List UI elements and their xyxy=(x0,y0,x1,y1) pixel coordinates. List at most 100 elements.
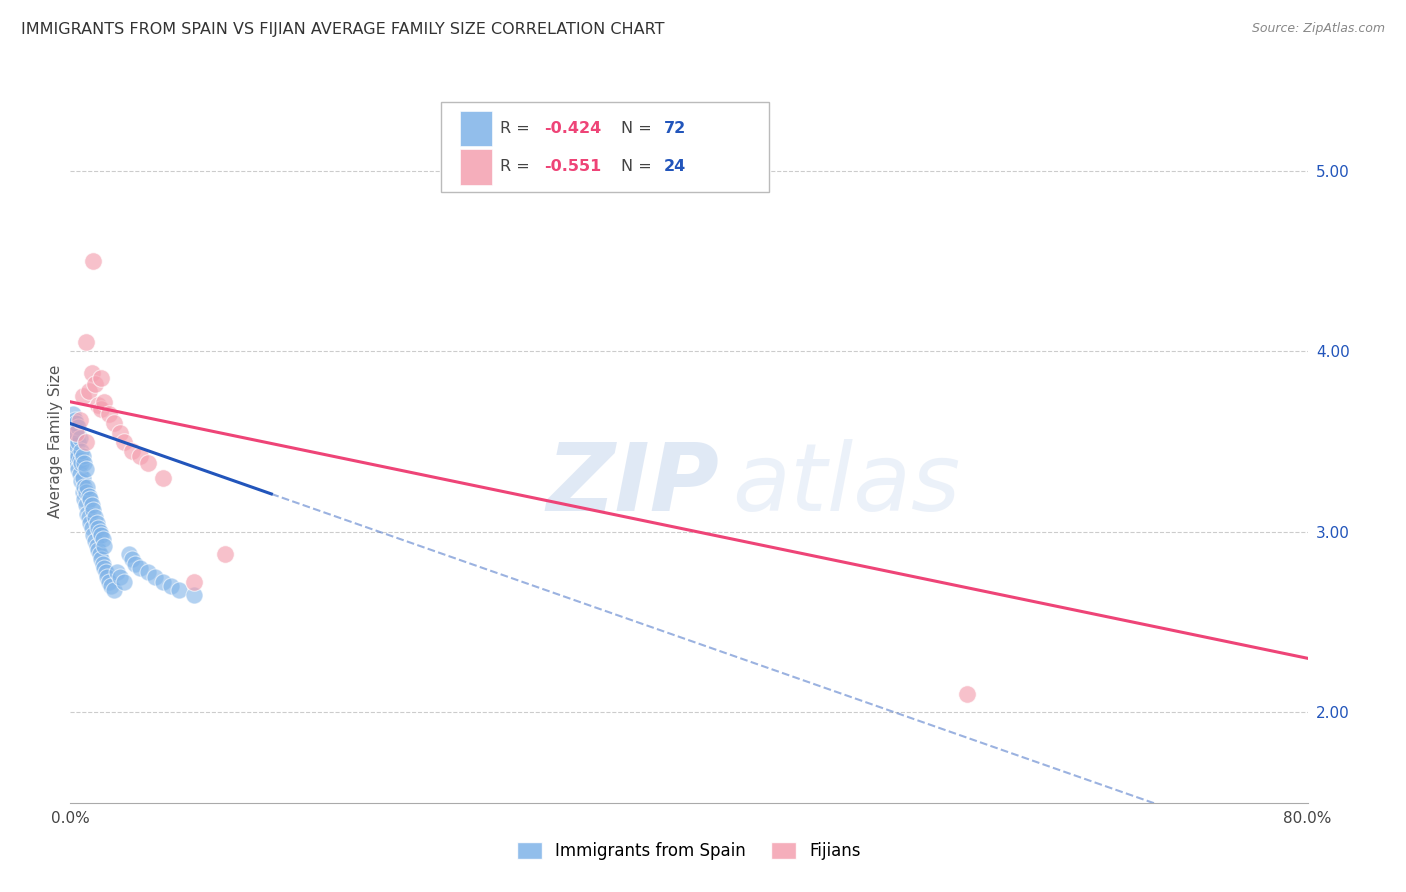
Point xyxy=(75,461,97,475)
Point xyxy=(69,467,91,481)
Point xyxy=(124,558,146,572)
Point xyxy=(67,461,90,475)
Point xyxy=(80,366,103,380)
Point xyxy=(96,570,118,584)
Text: -0.424: -0.424 xyxy=(544,121,602,136)
Point xyxy=(62,408,84,422)
Point xyxy=(108,425,131,440)
FancyBboxPatch shape xyxy=(460,111,492,146)
Point xyxy=(84,533,107,548)
Point xyxy=(70,443,93,458)
Point xyxy=(73,456,96,470)
Point xyxy=(93,394,115,409)
Point xyxy=(65,449,87,463)
Point xyxy=(89,547,111,561)
Point xyxy=(183,575,205,590)
Point xyxy=(63,456,86,470)
Point xyxy=(76,480,98,494)
Point xyxy=(75,434,97,449)
Point xyxy=(118,547,141,561)
Point xyxy=(98,575,120,590)
Point xyxy=(69,452,91,467)
Legend: Immigrants from Spain, Fijians: Immigrants from Spain, Fijians xyxy=(510,835,868,867)
Point xyxy=(86,539,108,553)
Text: -0.551: -0.551 xyxy=(544,160,602,175)
Text: IMMIGRANTS FROM SPAIN VS FIJIAN AVERAGE FAMILY SIZE CORRELATION CHART: IMMIGRANTS FROM SPAIN VS FIJIAN AVERAGE … xyxy=(21,22,665,37)
Point xyxy=(114,434,135,449)
Point xyxy=(214,547,236,561)
Point xyxy=(77,384,100,398)
Point xyxy=(103,417,125,431)
Point xyxy=(77,510,100,524)
Point xyxy=(167,582,190,597)
Text: N =: N = xyxy=(621,121,657,136)
Point xyxy=(129,449,152,463)
Point xyxy=(121,443,143,458)
Y-axis label: Average Family Size: Average Family Size xyxy=(48,365,63,518)
Point xyxy=(87,542,110,557)
Point xyxy=(72,449,94,463)
Point xyxy=(62,417,84,431)
Point xyxy=(129,561,152,575)
Point xyxy=(90,552,112,566)
Point xyxy=(73,480,96,494)
Point xyxy=(70,475,93,489)
Point xyxy=(79,492,101,507)
Point xyxy=(114,575,135,590)
Point xyxy=(183,588,205,602)
Point xyxy=(160,579,183,593)
Point xyxy=(79,516,101,530)
Point xyxy=(90,371,112,385)
Point xyxy=(65,417,87,431)
Point xyxy=(84,510,107,524)
Point xyxy=(152,575,174,590)
Point xyxy=(152,471,174,485)
Text: 24: 24 xyxy=(664,160,686,175)
Point xyxy=(60,449,83,463)
Point xyxy=(136,456,159,470)
Point xyxy=(63,413,86,427)
Point xyxy=(72,485,94,500)
Point xyxy=(65,438,87,452)
Point xyxy=(90,402,112,417)
Text: R =: R = xyxy=(499,160,534,175)
Point xyxy=(77,489,100,503)
Point xyxy=(67,449,90,463)
Point xyxy=(98,408,120,422)
Text: Source: ZipAtlas.com: Source: ZipAtlas.com xyxy=(1251,22,1385,36)
Point xyxy=(100,579,122,593)
Point xyxy=(82,528,105,542)
Point xyxy=(94,565,117,579)
Point xyxy=(145,570,166,584)
Point xyxy=(87,398,110,412)
Point xyxy=(84,376,107,391)
FancyBboxPatch shape xyxy=(441,102,769,193)
Point xyxy=(82,253,105,268)
Point xyxy=(69,431,91,445)
Point xyxy=(80,498,103,512)
Point xyxy=(72,471,94,485)
Point xyxy=(73,492,96,507)
Point xyxy=(80,521,103,535)
Point xyxy=(91,532,114,546)
Point xyxy=(121,552,143,566)
Point xyxy=(75,485,97,500)
Point xyxy=(82,503,105,517)
Point xyxy=(69,413,91,427)
Point xyxy=(75,335,97,350)
Point xyxy=(76,507,98,521)
Point xyxy=(65,425,87,440)
Point xyxy=(86,516,108,530)
Point xyxy=(136,565,159,579)
Point xyxy=(67,420,90,434)
Point xyxy=(93,539,115,553)
Point xyxy=(67,434,90,449)
Text: R =: R = xyxy=(499,121,534,136)
Point xyxy=(62,425,84,440)
Point xyxy=(63,425,86,440)
Point xyxy=(108,570,131,584)
Text: ZIP: ZIP xyxy=(547,439,720,531)
Point xyxy=(90,528,112,542)
FancyBboxPatch shape xyxy=(460,149,492,185)
Point xyxy=(91,558,114,572)
